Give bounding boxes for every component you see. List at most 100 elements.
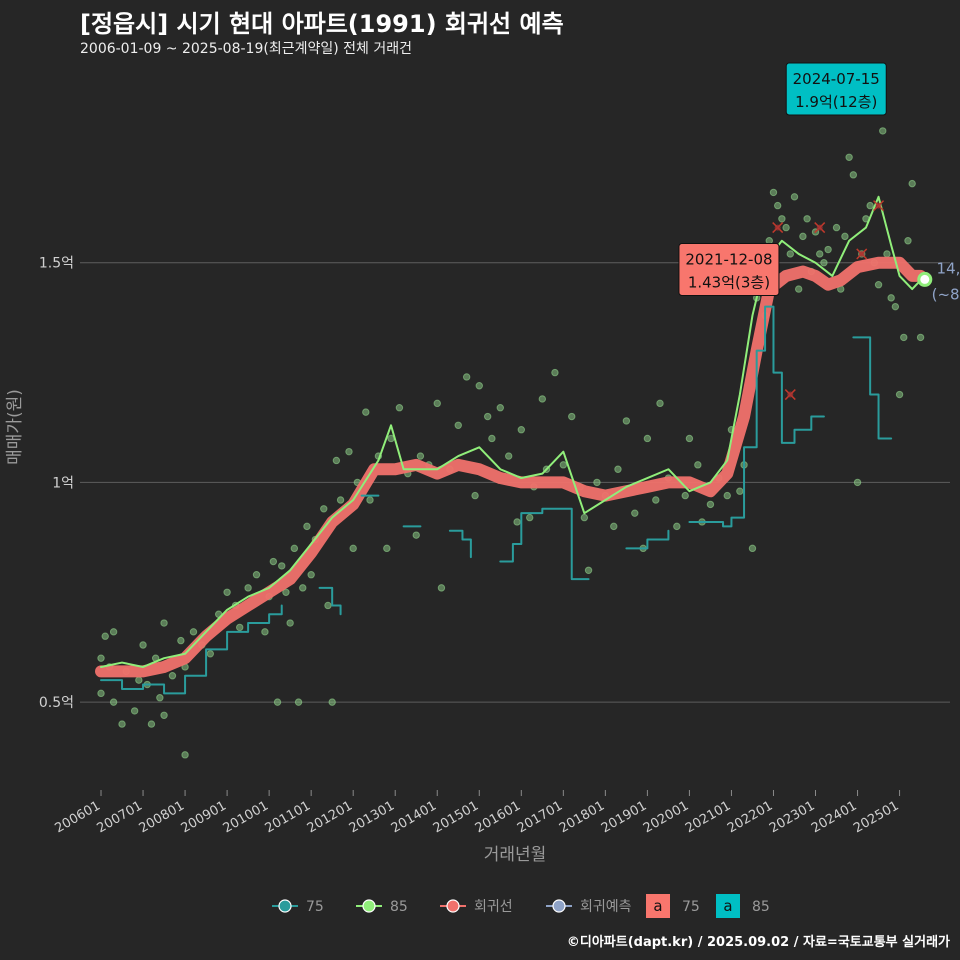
legend-label-prediction: 회귀예측 (580, 899, 632, 915)
scatter-point-6 (118, 720, 126, 728)
scatter-point-87 (614, 465, 622, 473)
y-tick-labels: 0.5억 1억 1.5억 (39, 256, 74, 711)
scatter-point-67 (475, 382, 483, 390)
scatter-point-96 (681, 491, 689, 500)
scatter-point-144 (916, 333, 925, 342)
scatter-point-142 (904, 237, 912, 245)
scatter-point-14 (156, 694, 164, 702)
scatter-point-80 (568, 412, 576, 421)
scatter-point-34 (278, 562, 286, 570)
outlier-dot-1 (787, 391, 794, 398)
scatter-point-118 (799, 232, 807, 241)
scatter-point-123 (820, 259, 828, 267)
scatter-point-5 (109, 698, 118, 706)
scatter-point-46 (332, 456, 341, 465)
scatter-point-95 (673, 522, 681, 531)
scatter-point-128 (845, 153, 853, 161)
scatter-point-106 (748, 544, 757, 553)
legend-fill-letter-1: a (723, 897, 732, 915)
legend-fill-label-0: 75 (682, 899, 700, 915)
scatter-point-72 (513, 518, 521, 526)
scatter-point-79 (559, 461, 568, 469)
scatter-point-58 (412, 531, 420, 539)
scatter-point-27 (236, 623, 244, 632)
scatter-point-100 (706, 500, 715, 509)
x-tick-label-12: 201801 (557, 798, 607, 836)
legend-fill-swatch-0 (646, 894, 670, 918)
scatter-point-36 (286, 619, 294, 627)
scatter-point-52 (366, 496, 374, 504)
scatter-point-45 (328, 698, 336, 706)
legend-swatch-prediction (552, 899, 566, 913)
scatter-point-97 (685, 434, 694, 443)
y-tick-label-2: 1.5억 (39, 256, 74, 272)
scatter-point-102 (723, 491, 731, 500)
scatter-point-16 (160, 619, 168, 627)
scatter-point-138 (887, 294, 895, 302)
x-tick-label-6: 201201 (305, 798, 355, 836)
x-tick-labels: 2006012007012008012009012010012011012012… (53, 790, 902, 836)
annotations: 2021-12-08 1.43억(3층) 2024-07-15 1.9억(12층) (678, 62, 887, 296)
scatter-point-38 (294, 698, 303, 706)
prediction-area-label: (~85㎡) (932, 285, 960, 303)
x-tick-label-3: 200901 (179, 798, 229, 836)
legend-fill-letter-0: a (653, 897, 662, 915)
scatter-point-86 (610, 522, 618, 531)
scatter-point-89 (631, 509, 639, 517)
x-tick-label-13: 201901 (599, 798, 649, 836)
legend-swatch-75 (278, 899, 292, 913)
x-tick-label-17: 202301 (767, 798, 817, 836)
scatter-point-129 (849, 171, 858, 179)
legend-swatch-regression (446, 899, 460, 913)
scatter-point-127 (841, 232, 849, 241)
legend-swatch-85 (362, 899, 376, 913)
x-tick-label-11: 201701 (515, 798, 565, 836)
series-line-회귀선 (95, 256, 927, 678)
scatter-point-66 (471, 491, 479, 500)
scatter-point-92 (652, 496, 660, 504)
scatter-point-112 (773, 201, 782, 210)
y-tick-label-0: 0.5억 (39, 695, 74, 711)
scatter-point-73 (517, 425, 526, 434)
series-line-75 (100, 305, 893, 695)
scatter-point-119 (803, 215, 811, 223)
x-tick-label-4: 201001 (221, 798, 271, 836)
scatter-point-115 (786, 250, 794, 258)
scatter-point-0 (97, 654, 105, 662)
scatter-point-15 (160, 711, 168, 720)
scatter-point-48 (345, 447, 353, 456)
scatter-point-40 (303, 522, 311, 531)
scatter-point-8 (130, 707, 139, 715)
outlier-dot-3 (858, 250, 865, 257)
annotation-value-0: 1.43억(3층) (688, 273, 770, 291)
scatter-point-137 (883, 250, 891, 258)
annotation-date-0: 2021-12-08 (685, 250, 772, 268)
prediction-marker (917, 271, 933, 287)
chart-title: [정읍시] 시기 현대 아파트(1991) 회귀선 예측 (80, 10, 564, 38)
scatter-point-33 (273, 698, 282, 706)
x-tick-label-16: 202201 (725, 798, 775, 836)
scatter-point-76 (538, 395, 547, 403)
scatter-point-74 (526, 513, 534, 522)
scatter-point-21 (189, 628, 198, 636)
scatter-point-43 (320, 505, 328, 513)
scatter-point-133 (866, 201, 874, 210)
scatter-point-23 (206, 650, 214, 658)
scatter-point-130 (853, 478, 862, 487)
scatter-point-124 (824, 245, 832, 254)
scatter-point-2 (101, 632, 109, 640)
scatter-point-125 (832, 223, 841, 232)
x-tick-label-15: 202101 (683, 798, 733, 836)
scatter-point-113 (778, 215, 786, 223)
legend: 75 85 회귀선 회귀예측 a 75 a 85 (272, 894, 770, 918)
x-tick-label-5: 201101 (263, 798, 313, 836)
scatter-point-64 (454, 421, 462, 430)
annotation-box-0 (678, 242, 780, 296)
scatter-point-114 (782, 223, 790, 232)
scatter-point-62 (437, 584, 446, 592)
scatter-point-12 (147, 720, 156, 728)
outlier-dot-2 (816, 224, 823, 231)
scatter-point-25 (223, 588, 231, 596)
outlier-points (772, 81, 886, 401)
